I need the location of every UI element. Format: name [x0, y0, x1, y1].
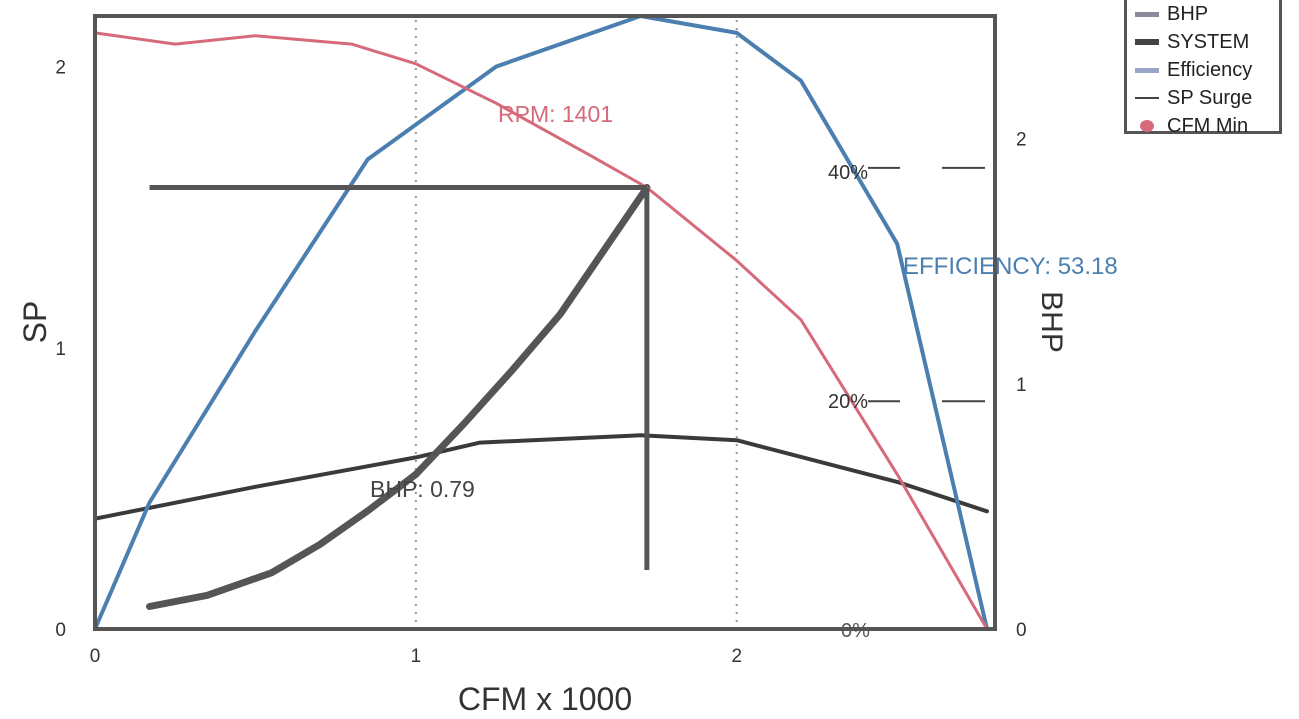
efficiency-annotation: EFFICIENCY: 53.18	[903, 253, 1118, 280]
series-rpm-line	[93, 31, 989, 631]
y-tick-label-right: 0	[1016, 620, 1027, 641]
legend-label: BHP	[1167, 2, 1209, 25]
legend-item: SYSTEM	[1135, 28, 1279, 56]
y-tick-label-left: 1	[55, 339, 66, 360]
x-tick-label: 1	[411, 646, 422, 667]
legend-label: CFM Min	[1167, 114, 1249, 137]
eff-20-label: 20%	[828, 391, 868, 413]
series-layer	[93, 14, 989, 631]
legend-label: SYSTEM	[1167, 30, 1250, 53]
series-bhp-line	[93, 433, 989, 521]
legend-item: CFM Min	[1135, 112, 1279, 140]
x-axis-label: CFM x 1000	[458, 681, 632, 717]
legend-item: BHP	[1135, 0, 1279, 28]
rpm-annotation: RPM: 1401	[498, 101, 613, 127]
y-tick-label-right: 1	[1016, 375, 1027, 396]
y-axis-label-right: BHP	[1035, 291, 1068, 353]
eff-0-label: 0%	[841, 620, 870, 642]
grid-layer	[414, 20, 738, 629]
x-tick-label: 0	[90, 646, 101, 667]
legend-item: Efficiency	[1135, 56, 1279, 84]
eff-40-label: 40%	[828, 162, 868, 184]
annotations: RPM: 1401 EFFICIENCY: 53.18 BHP: 0.79 40…	[370, 101, 1118, 642]
plot-frame	[93, 14, 997, 631]
legend-swatch	[1135, 97, 1159, 99]
y-tick-label-left: 2	[55, 58, 66, 79]
bhp-annotation: BHP: 0.79	[370, 476, 475, 502]
x-tick-label: 2	[731, 646, 742, 667]
legend-item: SP Surge	[1135, 84, 1279, 112]
y-axis-label-left: SP	[17, 301, 53, 344]
chart-legend: BHP SYSTEM Efficiency SP Surge CFM Min	[1124, 0, 1282, 137]
series-efficiency-line	[93, 14, 989, 631]
tick-labels: 0 1 2 0 1 2 0 1 2	[55, 58, 1026, 667]
y-tick-label-right: 2	[1016, 130, 1027, 151]
reference-lines	[149, 166, 985, 570]
legend-swatch	[1135, 39, 1159, 45]
legend-swatch	[1140, 120, 1154, 132]
legend-label: Efficiency	[1167, 58, 1253, 81]
legend-swatch	[1135, 67, 1159, 73]
y-tick-label-left: 0	[55, 620, 66, 641]
legend-label: SP Surge	[1167, 86, 1253, 109]
series-system-line	[146, 184, 651, 610]
legend-swatch	[1135, 11, 1159, 17]
